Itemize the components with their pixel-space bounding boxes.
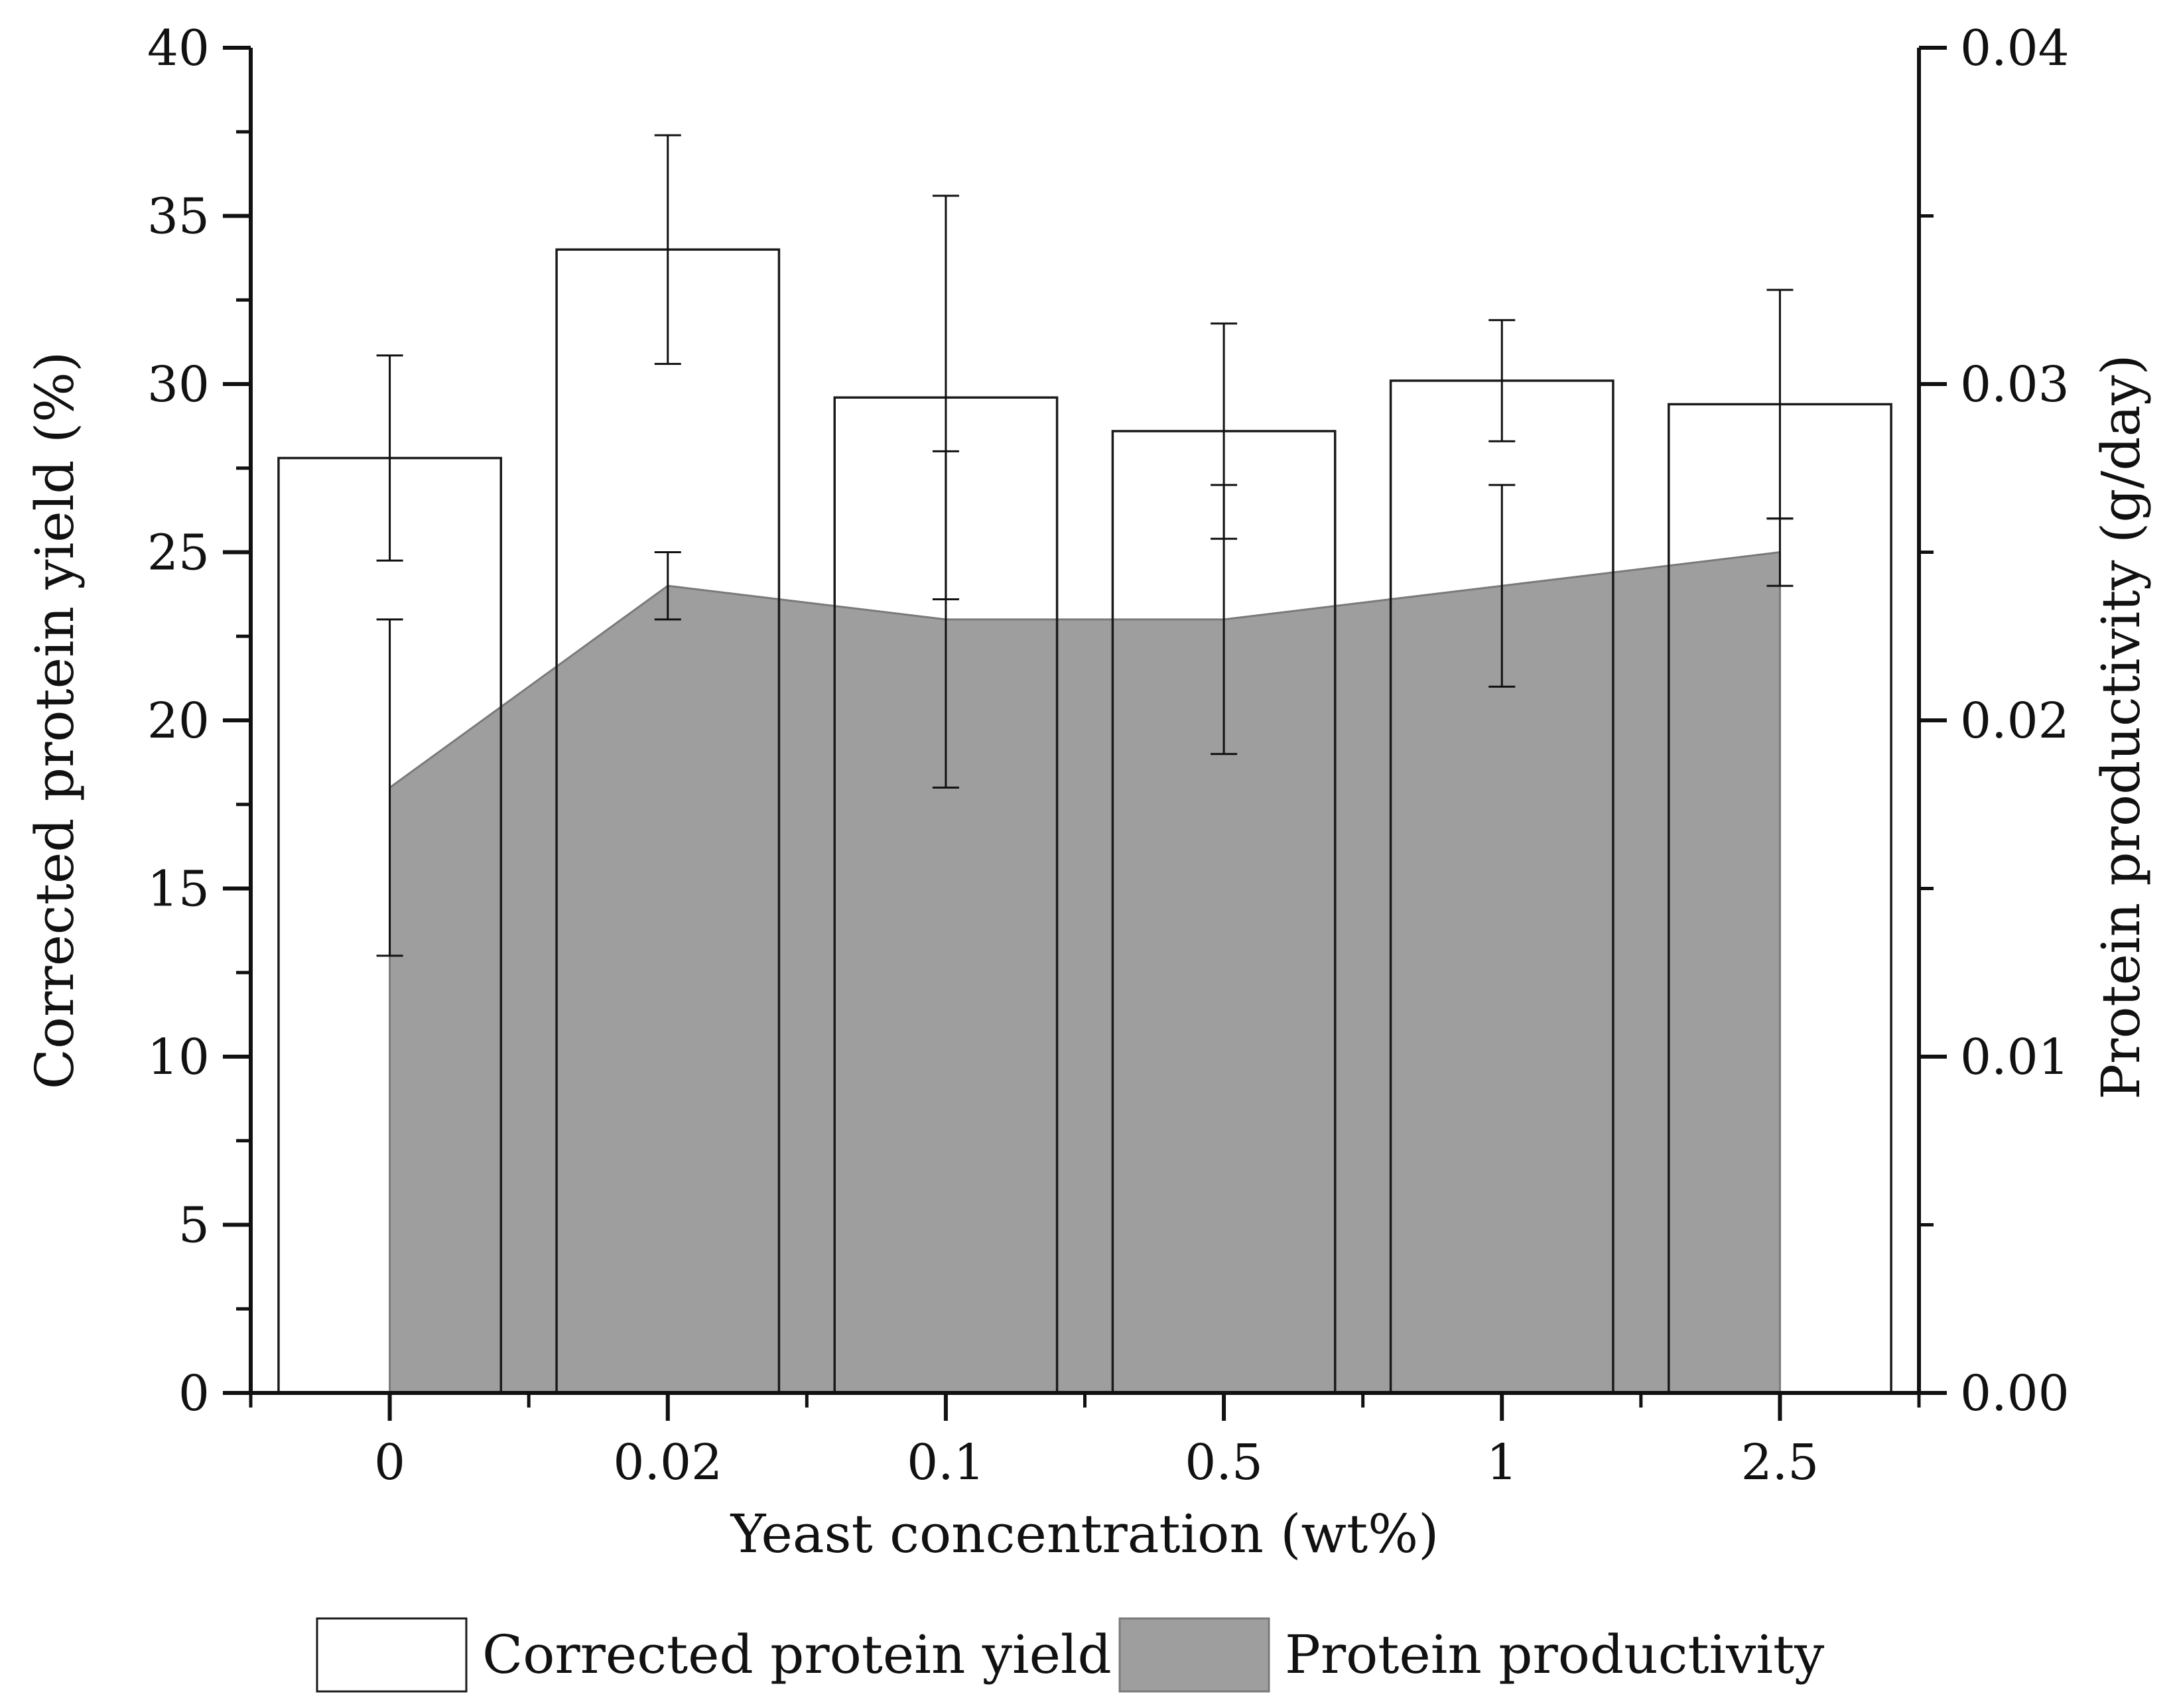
y-tick-label-left-20: 20 [147, 692, 210, 750]
y-tick-label-left-15: 15 [147, 861, 210, 918]
legend-swatch-productivity [1118, 1617, 1270, 1693]
productivity-error-0.5 [1211, 484, 1238, 755]
productivity-error-2.5 [1766, 517, 1794, 587]
x-tick-label-0: 0 [374, 1434, 405, 1491]
y-tick-label-left-25: 25 [147, 525, 210, 582]
productivity-error-0.02 [654, 551, 681, 621]
yield-error-1 [1488, 319, 1516, 442]
y-axis-title-right: Protein productivity (g/day) [2090, 354, 2152, 1099]
tick-labels-layer: 0 5 10 15 20 25 30 35 40 0.00 0.01 0.02 0.03 0.04 0 0.0… [147, 20, 2070, 1491]
y-tick-label-right-0.02: 0.02 [1960, 692, 2070, 750]
error-bars-layer [376, 134, 1794, 957]
y-tick-label-right-0.00: 0.00 [1960, 1365, 2070, 1422]
yield-error-0.02 [654, 134, 681, 365]
legend-swatch-yield [316, 1617, 468, 1693]
productivity-error-0.1 [932, 450, 959, 789]
y-tick-label-left-5: 5 [178, 1197, 210, 1254]
x-tick-label-0.1: 0.1 [907, 1434, 985, 1491]
legend-label-productivity: Protein productivity [1285, 1624, 1824, 1685]
x-tick-label-0.5: 0.5 [1185, 1434, 1263, 1491]
y-tick-label-right-0.04: 0.04 [1960, 20, 2070, 77]
axes-layer [223, 46, 1947, 1421]
yield-error-0 [376, 354, 403, 562]
productivity-error-1 [1488, 484, 1516, 688]
y-tick-label-left-40: 40 [147, 20, 210, 77]
y-tick-label-left-30: 30 [147, 356, 210, 413]
y-tick-label-left-0: 0 [178, 1365, 210, 1422]
y-tick-label-right-0.01: 0.01 [1960, 1029, 2070, 1086]
legend-label-yield: Corrected protein yield [482, 1624, 1112, 1685]
y-tick-label-right-0.03: 0.03 [1960, 356, 2070, 413]
x-axis-title: Yeast concentration (wt%) [730, 1503, 1439, 1565]
legend: Corrected protein yield Protein producti… [316, 1617, 1824, 1693]
x-tick-label-0.02: 0.02 [613, 1434, 722, 1491]
productivity-error-0 [376, 618, 403, 957]
y-tick-label-left-35: 35 [147, 188, 210, 245]
productivity-area-layer [389, 551, 1781, 1394]
y-tick-label-left-10: 10 [147, 1029, 210, 1086]
productivity-area [389, 551, 1781, 1394]
x-tick-label-1: 1 [1486, 1434, 1518, 1491]
x-tick-label-2.5: 2.5 [1741, 1434, 1819, 1491]
y-axis-title-left: Corrected protein yield (%) [24, 352, 86, 1090]
